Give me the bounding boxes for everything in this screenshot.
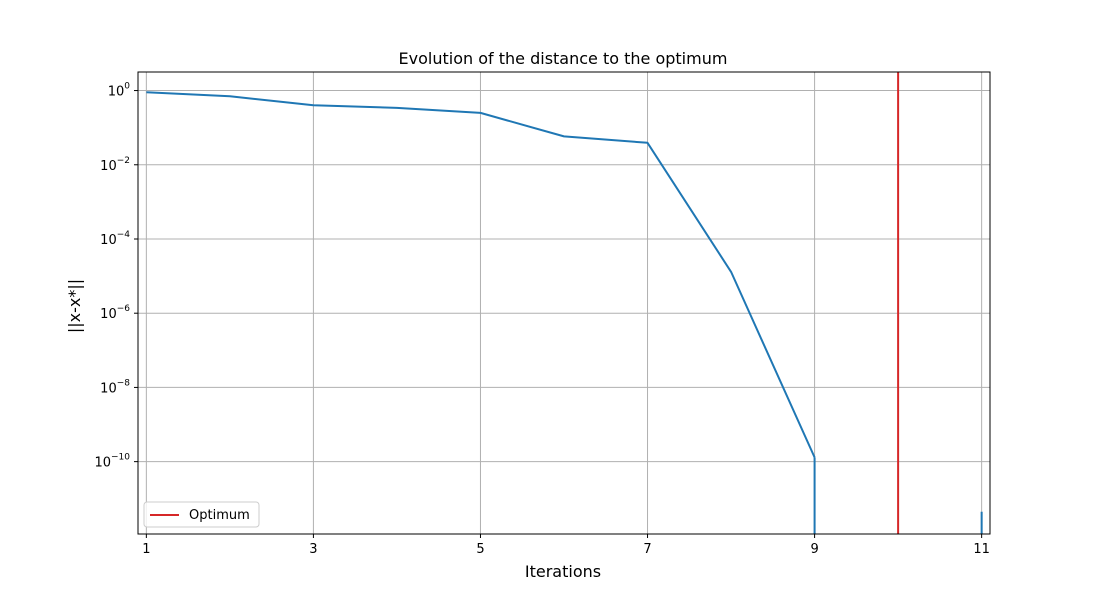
legend-label-optimum: Optimum (189, 508, 250, 523)
plot-frame (137, 71, 991, 535)
x-tick-label: 9 (810, 542, 818, 557)
y-tick-label: 10−6 (100, 304, 130, 322)
x-tick-label: 1 (142, 542, 150, 557)
y-tick-label: 10−8 (100, 378, 130, 396)
y-axis-label: ||x-x*|| (65, 279, 84, 333)
x-axis-ticks: 1 3 5 7 9 11 (142, 534, 990, 557)
legend: Optimum (143, 501, 260, 528)
x-tick-label: 11 (973, 542, 990, 557)
chart-title: Evolution of the distance to the optimum (399, 49, 728, 68)
y-tick-label: 10−10 (94, 453, 130, 471)
x-tick-label: 7 (643, 542, 651, 557)
legend-box (143, 501, 260, 528)
y-tick-label: 100 (108, 82, 131, 100)
y-tick-label: 10−4 (100, 230, 130, 248)
series-layer (146, 72, 983, 534)
y-tick-label: 10−2 (100, 156, 130, 174)
x-axis-label: Iterations (525, 562, 601, 581)
x-tick-label: 5 (476, 542, 484, 557)
distance-series-line (146, 91, 816, 458)
grid-lines (138, 72, 990, 534)
x-tick-label: 3 (309, 542, 317, 557)
y-axis-ticks: 100 10−2 10−4 10−6 10−8 10−10 (94, 82, 138, 471)
